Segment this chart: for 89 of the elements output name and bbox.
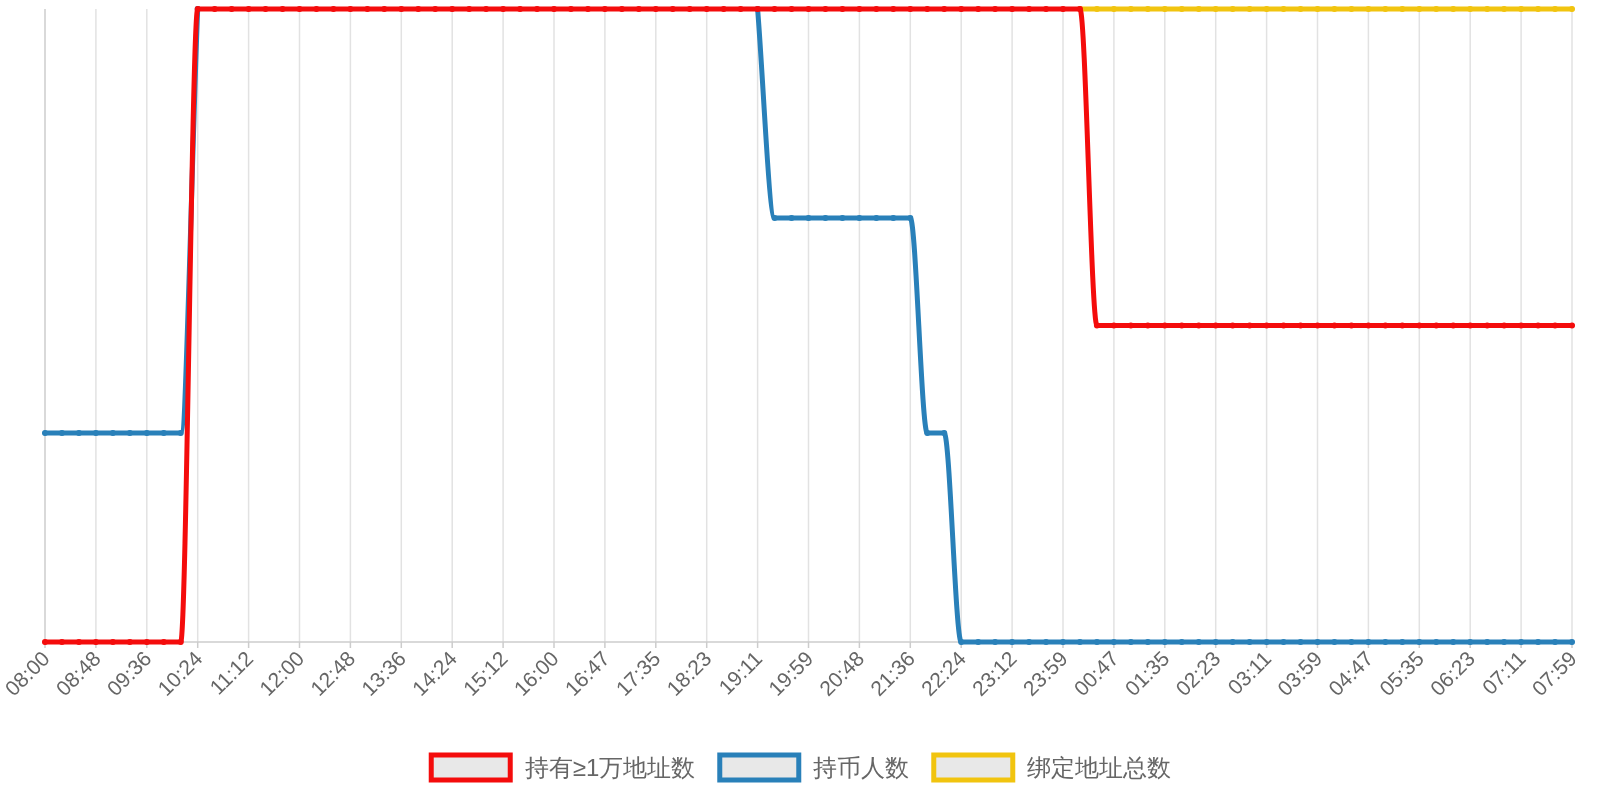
point xyxy=(177,430,184,437)
point xyxy=(1212,6,1219,12)
point xyxy=(1569,6,1575,12)
point xyxy=(1060,639,1066,645)
point xyxy=(1552,6,1559,12)
point xyxy=(1009,639,1016,645)
point xyxy=(1501,639,1508,645)
point xyxy=(771,214,778,221)
point xyxy=(1382,639,1389,645)
point xyxy=(1416,6,1423,12)
point xyxy=(1518,639,1525,645)
point xyxy=(924,430,931,437)
point xyxy=(1382,6,1389,12)
point xyxy=(1263,639,1270,645)
point xyxy=(1484,639,1491,645)
point xyxy=(1331,639,1338,645)
point xyxy=(1076,639,1083,645)
point xyxy=(1110,639,1117,645)
point xyxy=(1314,639,1321,645)
point xyxy=(1467,639,1474,645)
legend-label: 持币人数 xyxy=(813,754,910,781)
point xyxy=(1297,6,1304,12)
point xyxy=(1280,639,1287,645)
point xyxy=(1535,6,1542,12)
point xyxy=(1365,6,1372,12)
point xyxy=(1026,639,1033,645)
point xyxy=(1144,639,1151,645)
point xyxy=(1399,6,1406,12)
point xyxy=(75,430,82,437)
point xyxy=(1552,639,1559,645)
point xyxy=(1365,639,1372,645)
point xyxy=(992,639,999,645)
point xyxy=(1348,6,1355,12)
point xyxy=(805,214,812,221)
point xyxy=(1229,6,1236,12)
point xyxy=(1246,6,1253,12)
point xyxy=(1161,6,1168,12)
point xyxy=(42,430,48,437)
point xyxy=(1246,639,1253,645)
point xyxy=(975,639,982,645)
legend-label: 持有≥1万地址数 xyxy=(524,754,696,781)
point xyxy=(1093,6,1100,12)
point xyxy=(1127,6,1134,12)
point xyxy=(1195,6,1202,12)
point xyxy=(160,430,167,437)
point xyxy=(1297,639,1304,645)
point xyxy=(1433,6,1440,12)
point xyxy=(1484,6,1491,12)
legend-label: 绑定地址总数 xyxy=(1027,754,1172,781)
point xyxy=(839,214,846,221)
point xyxy=(1263,6,1270,12)
point xyxy=(1229,639,1236,645)
point xyxy=(1110,6,1117,12)
point xyxy=(1178,6,1185,12)
point xyxy=(1331,6,1338,12)
point xyxy=(1467,6,1474,12)
point xyxy=(856,214,863,221)
point xyxy=(1314,6,1321,12)
point xyxy=(1161,639,1168,645)
point xyxy=(1144,6,1151,12)
point xyxy=(1178,639,1185,645)
point xyxy=(890,214,897,221)
point xyxy=(143,430,150,437)
point xyxy=(1569,639,1575,645)
point xyxy=(1043,639,1050,645)
point xyxy=(907,214,914,221)
point xyxy=(92,430,99,437)
point xyxy=(941,430,948,437)
point xyxy=(58,430,65,437)
point xyxy=(1280,6,1287,12)
point xyxy=(822,214,829,221)
point xyxy=(109,430,116,437)
point xyxy=(1195,639,1202,645)
point xyxy=(1348,639,1355,645)
point xyxy=(1501,6,1508,12)
point xyxy=(788,214,795,221)
point xyxy=(1093,639,1100,645)
point xyxy=(126,430,133,437)
point xyxy=(1450,639,1457,645)
point xyxy=(873,214,880,221)
point xyxy=(1416,639,1423,645)
point xyxy=(1212,639,1219,645)
point xyxy=(1127,639,1134,645)
point xyxy=(1518,6,1525,12)
point xyxy=(1450,6,1457,12)
point xyxy=(1433,639,1440,645)
point xyxy=(1399,639,1406,645)
point xyxy=(958,639,965,645)
point xyxy=(1535,639,1542,645)
